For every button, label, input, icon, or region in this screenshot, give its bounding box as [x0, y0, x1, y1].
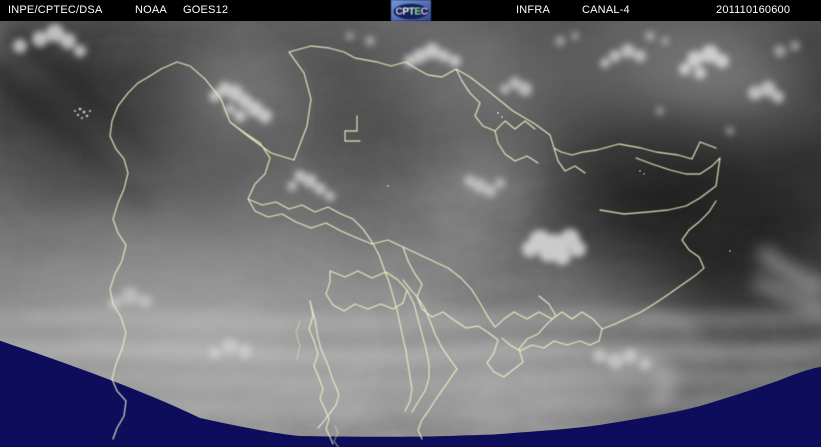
svg-text:CPTEC: CPTEC — [396, 7, 428, 18]
